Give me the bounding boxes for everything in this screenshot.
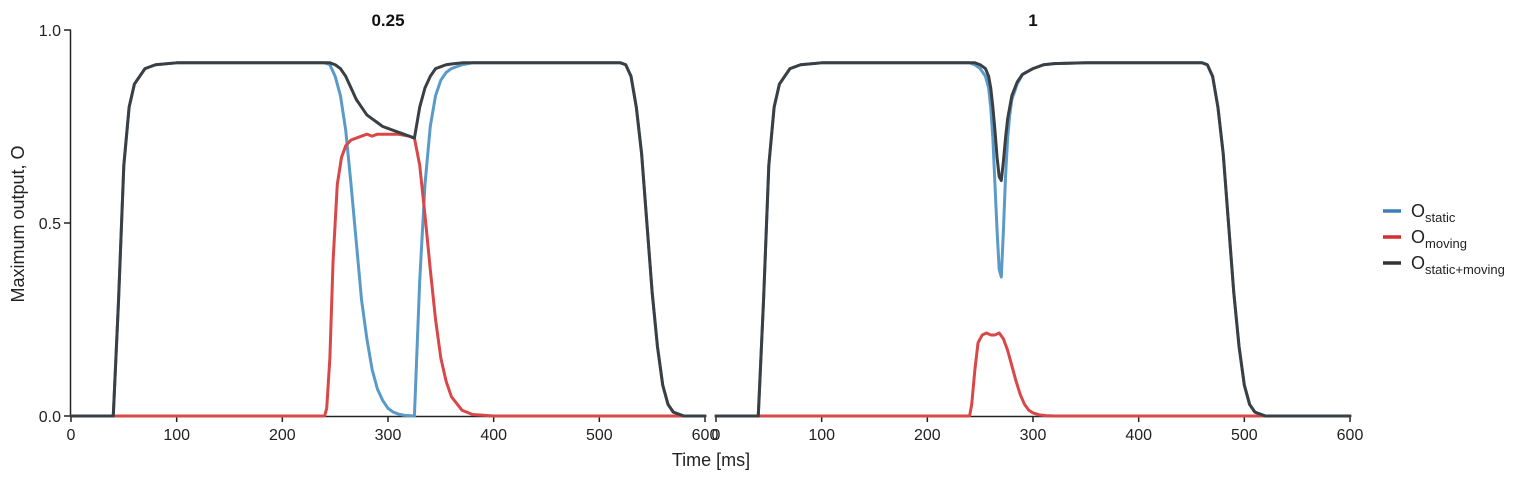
panel-title: 0.25	[371, 11, 404, 30]
legend-label: Omoving	[1411, 227, 1467, 251]
x-tick-label: 100	[808, 427, 835, 444]
series-line-static	[714, 61, 1352, 418]
series-line-static	[69, 61, 707, 418]
x-tick-label: 0	[67, 427, 76, 444]
y-tick-label: 0.5	[39, 216, 61, 233]
panel-1: 0 100 200 300 400 500 600 0.0 0.5 1.0 0.25	[39, 11, 719, 444]
legend-label: Ostatic	[1411, 201, 1456, 225]
x-tick-label: 0	[712, 427, 721, 444]
y-tick-label: 1.0	[39, 23, 61, 40]
x-tick-label: 100	[163, 427, 190, 444]
y-axis-title: Maximum output, O	[8, 145, 28, 302]
series-line-combined	[69, 61, 707, 418]
legend-item-moving: Omoving	[1383, 227, 1467, 251]
x-tick-label: 400	[1125, 427, 1152, 444]
x-tick-label: 300	[1020, 427, 1047, 444]
x-tick-label: 300	[375, 427, 402, 444]
legend-item-combined: Ostatic+moving	[1383, 253, 1505, 277]
x-tick-label: 200	[914, 427, 941, 444]
panel-2: 0 100 200 300 400 500 600 1	[712, 11, 1364, 444]
x-tick-label: 200	[269, 427, 296, 444]
x-axis-title: Time [ms]	[672, 450, 750, 470]
series-line-moving	[69, 132, 707, 418]
series-line-combined	[714, 61, 1352, 418]
legend-label: Ostatic+moving	[1411, 253, 1505, 277]
x-tick-label: 400	[480, 427, 507, 444]
legend-item-static: Ostatic	[1383, 201, 1456, 225]
panel-title: 1	[1028, 11, 1037, 30]
x-tick-label: 500	[1231, 427, 1258, 444]
x-tick-label: 600	[1337, 427, 1364, 444]
x-tick-label: 500	[586, 427, 613, 444]
x-tick-label: 600	[692, 427, 719, 444]
series-line-moving	[714, 331, 1352, 418]
y-tick-label: 0.0	[39, 409, 61, 426]
